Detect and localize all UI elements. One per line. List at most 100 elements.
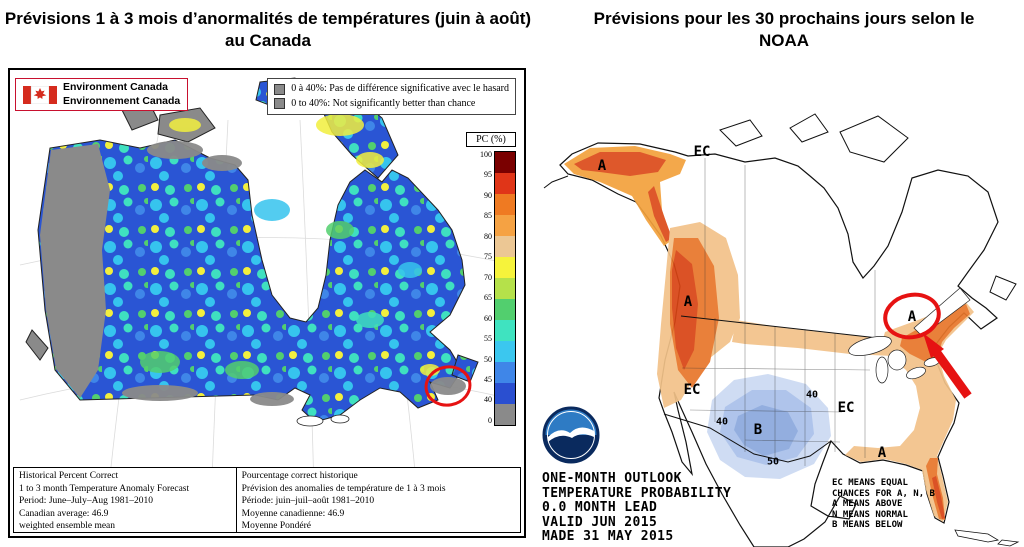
colorbar-segment <box>495 194 515 215</box>
label-contour-50: 50 <box>766 456 780 468</box>
right-annotation <box>883 292 972 399</box>
colorbar-tick: 0 <box>488 415 492 425</box>
colorbar-tick: 70 <box>484 272 492 282</box>
ec-logo-text-en: Environment Canada <box>63 81 169 93</box>
significance-note-en: 0 to 40%: Not significantly better than … <box>291 97 476 109</box>
colorbar-segment <box>495 383 515 404</box>
colorbar-segment <box>495 215 515 236</box>
vancouver-island <box>25 329 49 361</box>
colorbar-tick: 85 <box>484 211 492 221</box>
colorbar-segment <box>495 173 515 194</box>
right-annotation-circle <box>883 292 941 340</box>
map-footer-stats: Historical Percent Correct 1 to 3 month T… <box>13 467 521 533</box>
alaska-panhandle-core <box>648 186 672 242</box>
colorbar-segment <box>495 341 515 362</box>
footer-line-fr: Moyenne canadienne: 46.9 <box>241 508 345 519</box>
label-southeast-above: A <box>877 445 887 461</box>
abbreviation-legend-line: A MEANS ABOVE <box>832 499 903 509</box>
noaa-logo <box>542 406 600 464</box>
environment-canada-map-panel: Environment Canada Environnement Canada … <box>8 68 526 538</box>
colorbar-title: PC (%) <box>466 132 516 147</box>
environment-canada-logo: Environment Canada Environnement Canada <box>15 78 189 112</box>
west-above-core <box>672 250 698 370</box>
canada-mainland <box>37 139 466 423</box>
colorbar-segment <box>495 362 515 383</box>
colorbar-tick: 65 <box>484 293 492 303</box>
label-contour-40-right: 40 <box>805 389 819 401</box>
colorbar-tick: 90 <box>484 190 492 200</box>
colorbar-segment <box>495 152 515 173</box>
left-annotation-circle <box>424 365 472 407</box>
colorbar-tick: 95 <box>484 170 492 180</box>
international-borders <box>663 315 879 463</box>
colorbar-segment <box>495 404 515 425</box>
no-skill-gray-patches <box>122 141 466 406</box>
canada-flag-icon <box>23 85 57 104</box>
footer-french-column: Pourcentage correct historique Prévision … <box>237 468 520 532</box>
colorbar-tick: 50 <box>484 354 492 364</box>
significance-note-fr: 0 à 40%: Pas de différence significative… <box>291 83 509 94</box>
right-map-title: Prévisions pour les 30 prochains jours s… <box>593 9 975 51</box>
label-basin-equal-chances: EC <box>683 382 701 398</box>
colorbar-segment <box>495 257 515 278</box>
canada-temperature-anomaly-map <box>19 77 516 531</box>
colorbar-tick: 40 <box>484 395 492 405</box>
great-lakes <box>848 287 971 384</box>
footer-line-en: Period: June–July–Aug 1981–2010 <box>19 496 154 507</box>
footer-english-column: Historical Percent Correct 1 to 3 month T… <box>14 468 237 532</box>
footer-line-en: weighted ensemble mean <box>19 521 116 532</box>
footer-line-fr: Moyenne Pondéré <box>241 521 312 532</box>
noaa-outlook-panel: A EC A EC B 40 40 50 EC A A ONE-MONTH OU… <box>540 70 1024 547</box>
abbreviation-legend-line: CHANCES FOR A, N, B <box>832 488 935 499</box>
label-east-above: A <box>907 309 917 325</box>
label-contour-40-left: 40 <box>715 416 729 428</box>
state-boundaries <box>681 158 876 466</box>
label-southeast-equal-chances: EC <box>837 400 855 416</box>
footer-line-en: 1 to 3 month Temperature Anomaly Forecas… <box>19 483 190 494</box>
no-skill-gray-cordillera <box>40 144 110 398</box>
left-map-title: Prévisions 1 à 3 mois d’anormalités de t… <box>4 9 532 51</box>
colorbar-tick: 75 <box>484 252 492 262</box>
abbreviation-legend-line: EC MEANS EQUAL <box>832 478 908 488</box>
label-below-normal: B <box>753 422 763 438</box>
colorbar-segment <box>495 278 515 299</box>
outlook-caption-line: VALID JUN 2015 <box>542 514 658 530</box>
northeast-above-core <box>900 304 970 362</box>
footer-line-en: Historical Percent Correct <box>19 471 119 481</box>
footer-line-fr: Prévision des anomalies de température d… <box>241 483 446 494</box>
noaa-seagull-icon <box>548 427 594 442</box>
outlook-caption-line: 0.0 MONTH LEAD <box>542 500 658 515</box>
colorbar-tick: 60 <box>484 313 492 323</box>
abbreviation-legend-line: N MEANS NORMAL <box>832 509 908 520</box>
abbreviation-legend-line: B MEANS BELOW <box>832 520 903 530</box>
gray-swatch-icon <box>274 98 286 110</box>
label-yukon-equal-chances: EC <box>693 144 711 160</box>
arctic-islands <box>719 113 1017 301</box>
colorbar-segment <box>495 236 515 257</box>
alaska-above-core <box>574 152 666 176</box>
footer-line-en: Canadian average: 46.9 <box>19 508 109 519</box>
annotation-arrow-head <box>923 333 944 358</box>
noaa-temperature-outlook-map <box>543 113 1020 547</box>
outlook-caption-line: TEMPERATURE PROBABILITY <box>542 485 732 501</box>
great-lakes <box>296 414 350 427</box>
aleutian-islands <box>543 175 569 189</box>
colorbar-tick: 45 <box>484 374 492 384</box>
significance-legend: 0 à 40%: Pas de différence significative… <box>267 78 516 115</box>
outlook-caption-line: MADE 31 MAY 2015 <box>542 529 674 544</box>
gray-swatch-icon <box>274 83 286 95</box>
caribbean-islands <box>954 529 1020 547</box>
outlook-caption: ONE-MONTH OUTLOOK TEMPERATURE PROBABILITY… <box>542 471 732 545</box>
florida-above-red <box>932 476 945 519</box>
annotation-arrow-shaft <box>933 350 972 399</box>
colorbar-tick: 55 <box>484 334 492 344</box>
label-west-above: A <box>683 294 693 310</box>
percent-correct-colorbar: PC (%) 100 95 90 85 80 75 70 65 60 55 50 45 40 0 <box>460 132 516 426</box>
colorbar-tick: 80 <box>484 231 492 241</box>
colorbar-tick: 100 <box>480 150 492 159</box>
outlook-caption-line: ONE-MONTH OUTLOOK <box>542 471 682 486</box>
ec-logo-text-fr: Environnement Canada <box>63 94 181 107</box>
colorbar-segment <box>495 320 515 341</box>
footer-line-fr: Pourcentage correct historique <box>241 471 358 481</box>
